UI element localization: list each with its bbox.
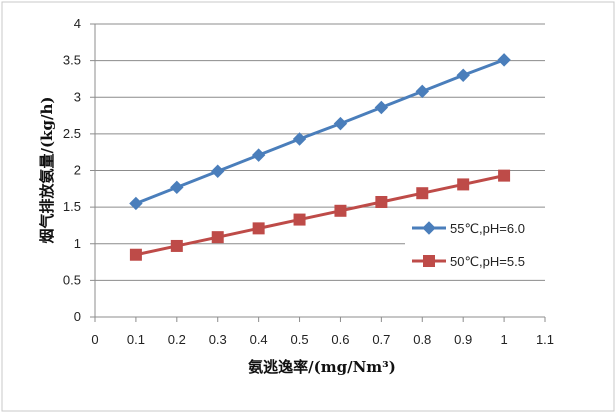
y-tick-label: 4 — [74, 16, 81, 31]
data-point — [416, 187, 429, 200]
data-point — [251, 148, 266, 162]
x-tick-label: 0.4 — [250, 332, 268, 347]
y-tick-label: 2.5 — [63, 126, 81, 141]
series-line — [135, 58, 505, 205]
legend-label: 55℃,pH=6.0 — [450, 221, 525, 236]
series-1 — [129, 53, 511, 211]
y-tick-label: 1.5 — [63, 199, 81, 214]
y-tick-label: 0.5 — [63, 272, 81, 287]
legend: 55℃,pH=6.0 50℃,pH=5.5 — [405, 212, 555, 274]
x-tick-label: 0.1 — [127, 332, 145, 347]
data-point — [129, 248, 142, 261]
y-axis-title: 烟气排放氨量/(kg/h) — [38, 97, 56, 244]
y-tick-label: 3.5 — [63, 53, 81, 68]
x-tick-label: 1.1 — [536, 332, 554, 347]
data-point — [497, 53, 511, 67]
y-tick-label: 1 — [74, 236, 81, 251]
data-point — [374, 100, 389, 115]
data-point — [375, 195, 388, 208]
data-point — [456, 68, 470, 82]
data-point — [252, 222, 265, 235]
data-point — [292, 132, 307, 146]
data-point — [170, 239, 183, 252]
x-tick-label: 0.8 — [413, 332, 431, 347]
x-tick-label: 0.7 — [372, 332, 390, 347]
gridlines — [95, 23, 545, 281]
legend-label: 50℃,pH=5.5 — [450, 254, 525, 269]
axes — [90, 23, 546, 322]
data-point — [333, 116, 348, 131]
data-point — [170, 180, 184, 195]
data-point — [334, 204, 347, 217]
legend-item: 50℃,pH=5.5 — [412, 254, 525, 269]
series-line — [135, 174, 505, 257]
series-2 — [129, 169, 511, 261]
data-point — [498, 169, 511, 182]
data-point — [211, 231, 224, 244]
x-tick-label: 0 — [91, 332, 98, 347]
data-point — [293, 213, 306, 226]
y-tick-label: 0 — [74, 309, 81, 324]
x-tick-label: 0.3 — [209, 332, 227, 347]
x-tick-label: 0.9 — [454, 332, 472, 347]
x-tick-label: 0.6 — [331, 332, 349, 347]
y-tick-label: 3 — [74, 89, 81, 104]
legend-marker — [422, 221, 436, 235]
data-point — [129, 196, 143, 211]
tick-labels: 0 0.5 1 1.5 2 2.5 3 3.5 4 0 0.1 0.2 0.3 0.4 0.5 0.6 0.7 0… — [63, 16, 554, 347]
data-point — [415, 84, 429, 99]
data-point — [457, 178, 470, 191]
x-tick-label: 0.5 — [291, 332, 309, 347]
data-point — [211, 164, 225, 178]
series-area — [129, 53, 511, 261]
x-tick-label: 0.2 — [168, 332, 186, 347]
x-tick-label: 1 — [500, 332, 507, 347]
x-axis-title: 氨逃逸率/(mg/Nm³) — [248, 358, 396, 376]
y-tick-label: 2 — [74, 163, 81, 178]
legend-item: 55℃,pH=6.0 — [412, 221, 525, 236]
legend-marker — [423, 255, 435, 267]
